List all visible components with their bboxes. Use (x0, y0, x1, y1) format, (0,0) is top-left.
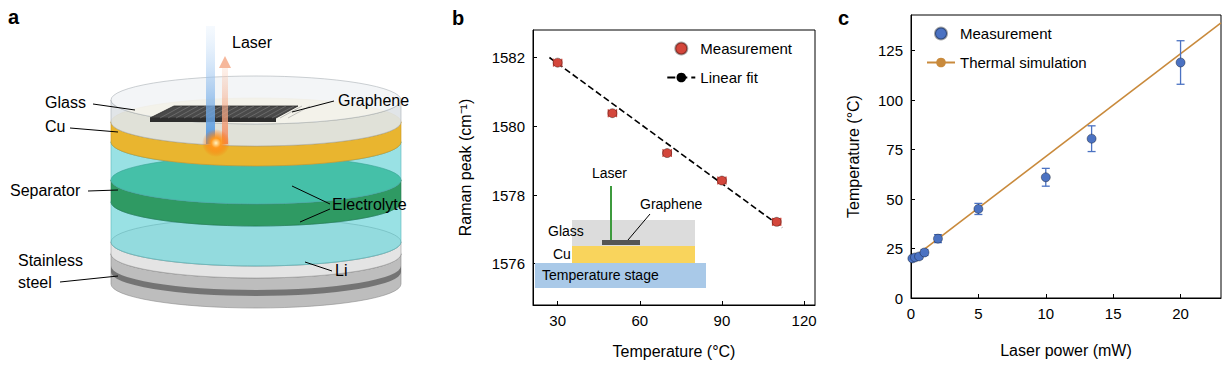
svg-text:Measurement: Measurement (960, 25, 1053, 42)
svg-text:a: a (8, 6, 20, 28)
svg-text:120: 120 (792, 312, 817, 329)
svg-text:25: 25 (886, 240, 903, 257)
svg-text:Electrolyte: Electrolyte (332, 196, 407, 213)
svg-text:15: 15 (1105, 305, 1122, 322)
svg-text:Graphene: Graphene (338, 92, 409, 109)
svg-text:60: 60 (631, 312, 648, 329)
svg-text:30: 30 (549, 312, 566, 329)
svg-text:5: 5 (974, 305, 982, 322)
svg-text:Cu: Cu (553, 246, 571, 262)
svg-text:c: c (838, 7, 849, 29)
svg-text:0: 0 (895, 290, 903, 307)
svg-text:Temperature (°C): Temperature (°C) (613, 343, 736, 360)
svg-text:steel: steel (18, 274, 52, 291)
svg-text:50: 50 (886, 191, 903, 208)
svg-text:Glass: Glass (548, 223, 584, 239)
svg-text:100: 100 (878, 92, 903, 109)
svg-text:Laser: Laser (592, 165, 627, 181)
svg-text:1582: 1582 (492, 49, 525, 66)
svg-text:0: 0 (907, 305, 915, 322)
svg-text:Measurement: Measurement (700, 40, 793, 57)
svg-text:Thermal simulation: Thermal simulation (960, 54, 1087, 71)
svg-text:1576: 1576 (492, 255, 525, 272)
svg-text:20: 20 (1172, 305, 1189, 322)
svg-text:1578: 1578 (492, 187, 525, 204)
svg-text:Laser power (mW): Laser power (mW) (1000, 342, 1132, 359)
svg-text:125: 125 (878, 42, 903, 59)
svg-text:Temperature stage: Temperature stage (542, 267, 659, 283)
svg-text:Li: Li (335, 262, 347, 279)
svg-text:1580: 1580 (492, 118, 525, 135)
svg-text:10: 10 (1037, 305, 1054, 322)
svg-text:Stainless: Stainless (18, 252, 83, 269)
svg-text:Linear fit: Linear fit (700, 69, 758, 86)
svg-text:b: b (452, 7, 464, 29)
svg-text:90: 90 (714, 312, 731, 329)
svg-text:Cu: Cu (45, 118, 65, 135)
svg-text:Raman peak (cm⁻¹): Raman peak (cm⁻¹) (457, 99, 474, 236)
svg-text:Temperature (°C): Temperature (°C) (845, 95, 862, 218)
svg-text:Separator: Separator (10, 182, 81, 199)
svg-text:Laser: Laser (232, 34, 273, 51)
svg-text:75: 75 (886, 141, 903, 158)
svg-text:Glass: Glass (45, 94, 86, 111)
svg-text:Graphene: Graphene (640, 196, 702, 212)
